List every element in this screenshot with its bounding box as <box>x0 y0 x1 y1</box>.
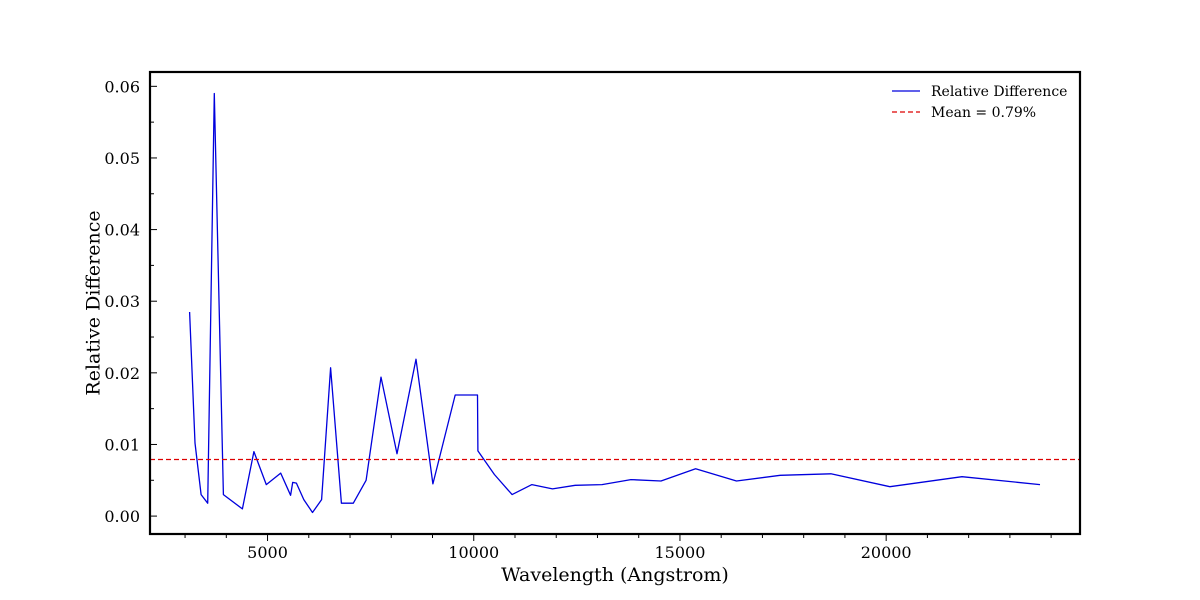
legend: Relative Difference Mean = 0.79% <box>892 84 1067 121</box>
x-tick-label: 10000 <box>448 543 499 562</box>
plot-area <box>150 92 1080 514</box>
axes-frame <box>148 70 1082 536</box>
x-tick-label: 5000 <box>247 543 288 562</box>
x-axis-ticks: 5000 10000 15000 20000 <box>184 534 1052 562</box>
x-axis-label: Wavelength (Angstrom) <box>501 564 729 586</box>
y-tick-label: 0.04 <box>104 221 140 240</box>
legend-label-mean: Mean = 0.79% <box>931 105 1036 121</box>
y-axis-label: Relative Difference <box>83 210 105 395</box>
y-axis-ticks: 0.00 0.01 0.02 0.03 0.04 0.05 0.06 <box>104 77 157 526</box>
y-tick-label: 0.03 <box>104 292 140 311</box>
y-tick-label: 0.05 <box>104 149 140 168</box>
y-tick-label: 0.02 <box>104 364 140 383</box>
x-tick-label: 20000 <box>861 543 912 562</box>
y-tick-label: 0.01 <box>104 435 140 454</box>
y-tick-label: 0.00 <box>104 507 140 526</box>
x-tick-label: 15000 <box>655 543 706 562</box>
legend-label-relative-difference: Relative Difference <box>931 84 1067 100</box>
y-tick-label: 0.06 <box>104 77 140 96</box>
series-line-relative-difference <box>188 92 1041 514</box>
